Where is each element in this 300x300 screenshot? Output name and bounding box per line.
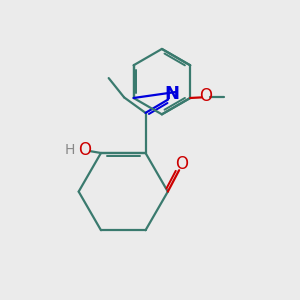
Text: N: N [164,85,179,103]
Text: O: O [78,141,92,159]
Text: O: O [199,87,212,105]
Text: O: O [175,155,188,173]
Text: H: H [65,143,75,157]
